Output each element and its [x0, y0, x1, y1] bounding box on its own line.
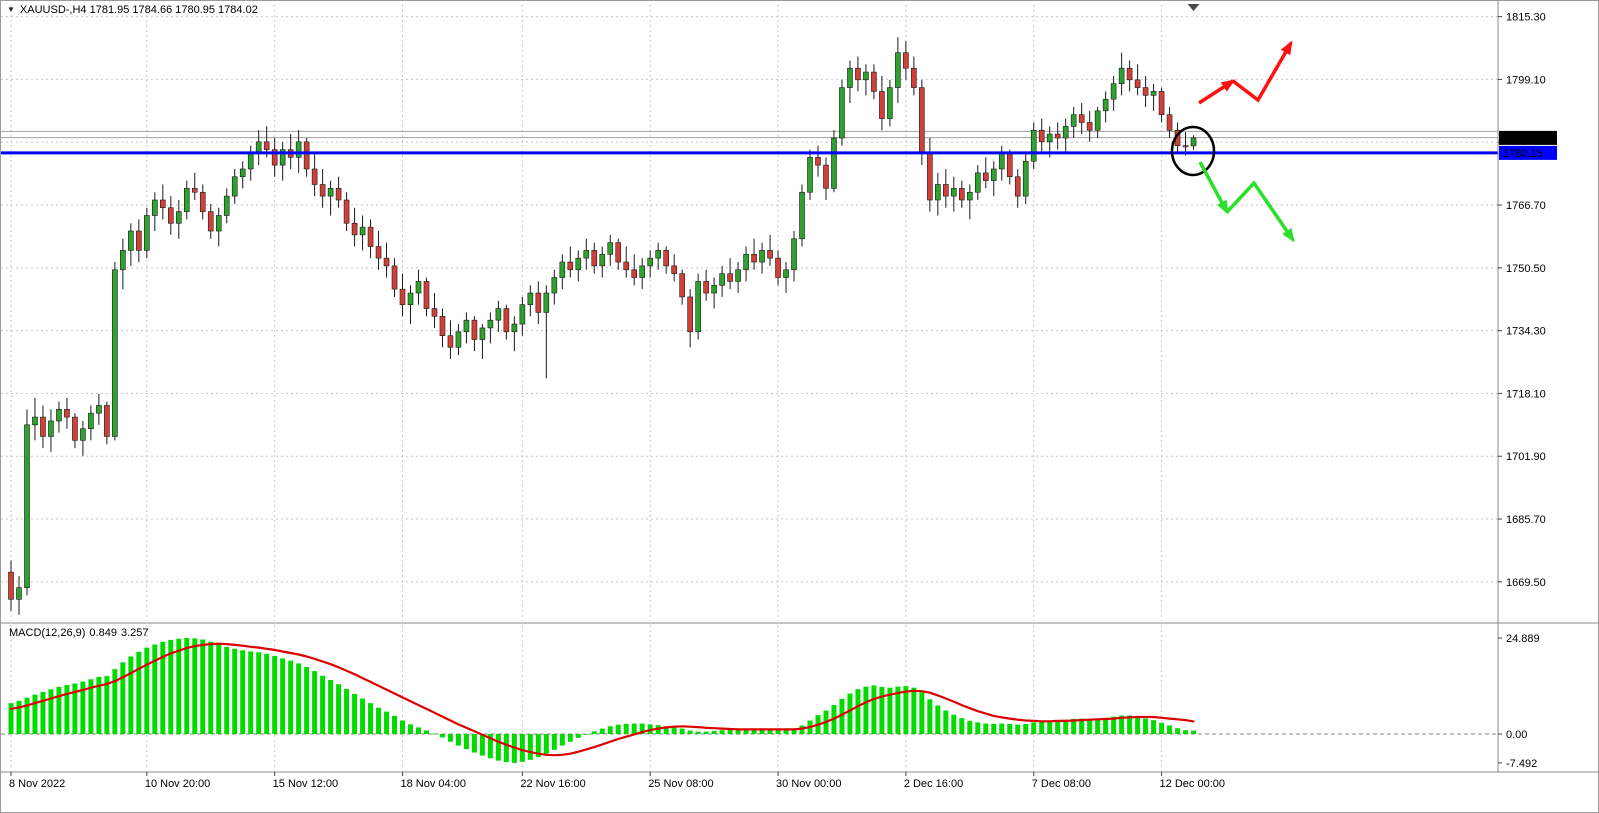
time-axis-label: 2 Dec 16:00: [904, 778, 963, 790]
svg-text:1701.90: 1701.90: [1506, 451, 1546, 463]
annotation-circle[interactable]: [1170, 125, 1216, 177]
price-level-lines: [1, 130, 1498, 139]
time-axis-label: 18 Nov 04:00: [401, 778, 466, 790]
chart-title-text: XAUUSD-,H4 1781.95 1784.66 1780.95 1784.…: [19, 4, 258, 16]
macd-indicator-label: MACD(12,26,9) 0.849 3.257: [9, 627, 152, 639]
chart-title: ▼ XAUUSD-,H4 1781.95 1784.66 1780.95 1784…: [7, 4, 258, 16]
line-price-tag: 1780.15: [1499, 145, 1557, 160]
svg-text:1734.30: 1734.30: [1506, 326, 1546, 338]
price-axis[interactable]: 1815.30 1799.10 1766.70 1750.50 1734.30 1718.…: [1498, 12, 1546, 770]
svg-text:1784.02: 1784.02: [1503, 133, 1543, 145]
macd-signal-line: [9, 642, 1195, 757]
time-axis-label: 7 Dec 08:00: [1032, 778, 1091, 790]
candlestick-series: [8, 37, 1197, 615]
time-axis-label: 10 Nov 20:00: [145, 778, 210, 790]
chart-shift-marker-icon[interactable]: [1187, 4, 1200, 11]
macd-name: MACD(12,26,9): [9, 627, 86, 639]
bearish-arrows-annotation[interactable]: [1198, 161, 1295, 243]
svg-text:1669.50: 1669.50: [1506, 577, 1546, 589]
time-axis-label: 22 Nov 16:00: [520, 778, 585, 790]
time-axis-label: 30 Nov 00:00: [776, 778, 841, 790]
svg-text:1750.50: 1750.50: [1506, 263, 1546, 275]
macd-axis-label: 24.889: [1506, 633, 1540, 645]
macd-axis-label: -7.492: [1506, 758, 1537, 770]
time-axis[interactable]: 8 Nov 2022 10 Nov 20:00 15 Nov 12:00 18 Nov…: [9, 772, 1225, 790]
svg-text:1685.70: 1685.70: [1506, 514, 1546, 526]
time-axis-label: 15 Nov 12:00: [273, 778, 338, 790]
time-axis-label: 8 Nov 2022: [9, 778, 65, 790]
last-price-tag: 1784.02: [1499, 130, 1557, 145]
bullish-arrows-annotation[interactable]: [1198, 40, 1293, 105]
macd-axis-label: 0.00: [1506, 729, 1527, 741]
svg-text:1718.10: 1718.10: [1506, 388, 1546, 400]
symbol-dropdown-icon[interactable]: ▼: [7, 5, 15, 14]
svg-text:1815.30: 1815.30: [1506, 12, 1546, 24]
macd-value-signal: 3.257: [120, 627, 149, 639]
time-axis-label: 25 Nov 08:00: [648, 778, 713, 790]
svg-text:1766.70: 1766.70: [1506, 200, 1546, 212]
macd-value-main: 0.849: [89, 627, 117, 639]
svg-text:1780.15: 1780.15: [1503, 148, 1543, 160]
svg-text:1799.10: 1799.10: [1506, 74, 1546, 86]
pane-separators: [1, 1, 1598, 773]
time-axis-label: 12 Dec 00:00: [1160, 778, 1225, 790]
